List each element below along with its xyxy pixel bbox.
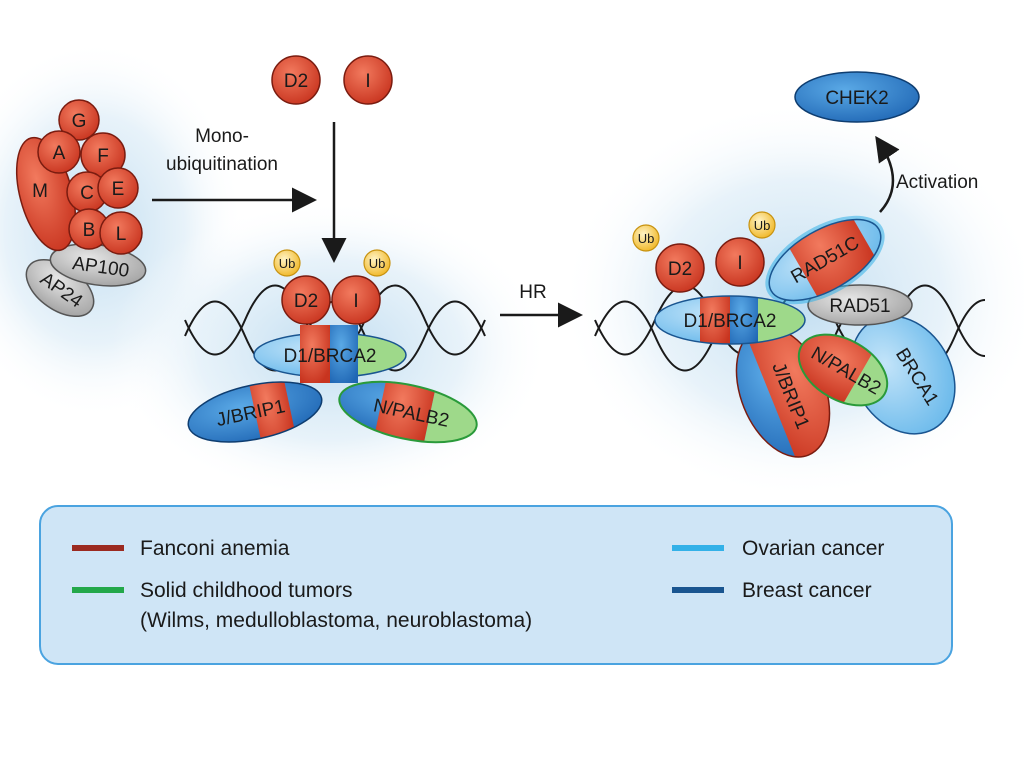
ub-right-d2-label: Ub	[638, 231, 655, 246]
stem-red	[300, 325, 330, 383]
stem-blue	[330, 325, 358, 383]
protein-a	[37, 130, 81, 174]
ub-mid-i-label: Ub	[369, 256, 386, 271]
right-i-label: I	[737, 253, 742, 274]
right-d2-label: D2	[668, 259, 692, 280]
ub-right-i	[748, 211, 776, 239]
right-d2	[655, 243, 705, 293]
ub-mid-i	[363, 249, 391, 277]
activation-label: Activation	[896, 172, 978, 193]
activation-arrow	[875, 135, 900, 213]
monoubiquitination-label-2: ubiquitination	[166, 154, 278, 175]
free-d2-label: D2	[284, 71, 308, 92]
legend: Fanconi anemia Solid childhood tumors (W…	[39, 505, 953, 665]
label-g: G	[72, 111, 87, 132]
mid-d2-label: D2	[294, 291, 318, 312]
protein-chek2: CHEK2	[794, 71, 920, 123]
right-i	[715, 237, 765, 287]
label-a: A	[53, 143, 66, 164]
protein-e	[97, 167, 139, 209]
label-c: C	[80, 183, 94, 204]
legend-label-fanconi: Fanconi anemia	[140, 537, 290, 560]
label-right-d1-brca2: D1/BRCA2	[684, 311, 777, 332]
protein-brca1: BRCA1	[850, 315, 956, 435]
label-b: B	[83, 220, 96, 241]
label-rad51: RAD51	[829, 296, 890, 317]
core-complex: G A F M C E B L AP100 AP24	[15, 99, 147, 318]
free-i	[343, 55, 393, 105]
label-l: L	[116, 224, 127, 245]
legend-label-solid-2: (Wilms, medulloblastoma, neuroblastoma)	[140, 609, 532, 632]
protein-rad51: RAD51	[807, 284, 913, 326]
mid-d2	[281, 275, 331, 325]
legend-label-breast: Breast cancer	[742, 579, 872, 602]
legend-label-ovarian: Ovarian cancer	[742, 537, 884, 560]
monoubiquitination-label-1: Mono-	[195, 126, 249, 147]
mid-i	[331, 275, 381, 325]
ub-right-d2	[632, 224, 660, 252]
label-e: E	[112, 179, 125, 200]
hr-label: HR	[519, 282, 546, 303]
ub-mid-d2-label: Ub	[279, 256, 296, 271]
right-complex: BRCA1 J/BRIP1 N/PALB2 RAD51	[594, 71, 986, 471]
label-mid-d1-brca2: D1/BRCA2	[284, 346, 377, 367]
free-i-label: I	[365, 71, 370, 92]
protein-d1-brca2-right: D1/BRCA2	[654, 295, 806, 345]
ub-right-i-label: Ub	[754, 218, 771, 233]
protein-l	[99, 211, 143, 255]
mid-i-label: I	[353, 291, 358, 312]
legend-label-solid-1: Solid childhood tumors	[140, 579, 352, 602]
free-d2	[271, 55, 321, 105]
ub-mid-d2	[273, 249, 301, 277]
label-m: M	[32, 181, 48, 202]
label-chek2: CHEK2	[825, 88, 888, 109]
protein-g	[58, 99, 100, 141]
label-f: F	[97, 146, 109, 167]
